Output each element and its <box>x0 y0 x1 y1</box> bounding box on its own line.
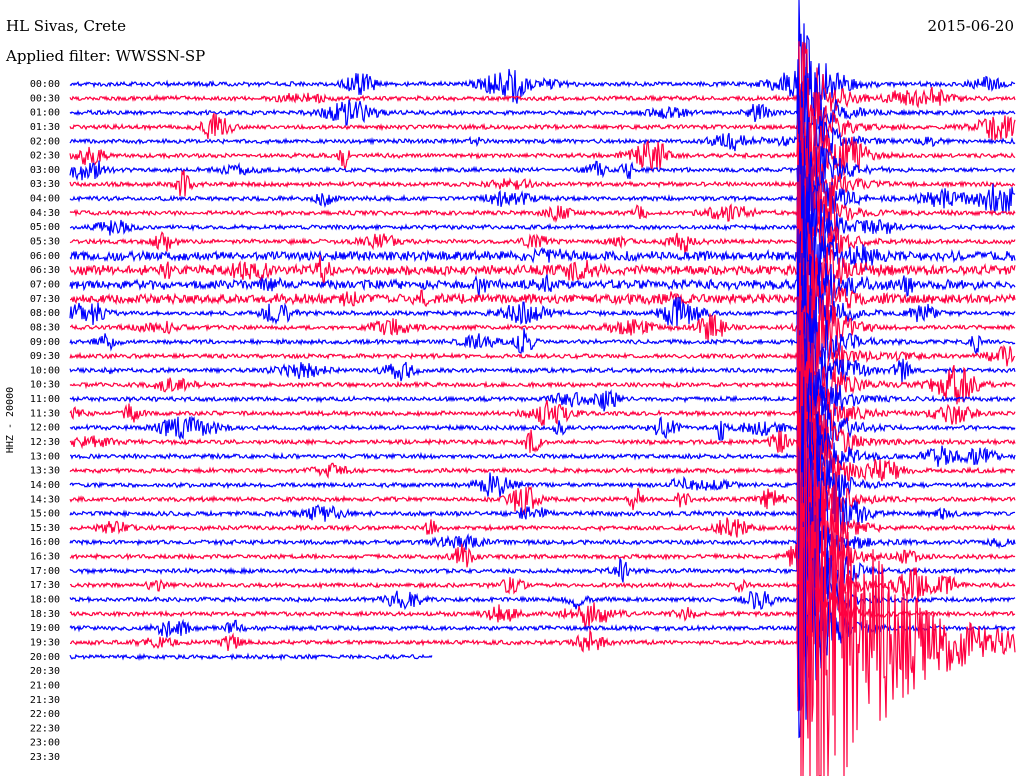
row-label: 01:00 <box>30 108 60 119</box>
trace <box>69 75 1016 216</box>
trace <box>69 530 1016 711</box>
row-label: 18:00 <box>30 595 60 606</box>
trace <box>69 296 1016 529</box>
trace <box>69 262 1016 449</box>
trace <box>69 239 1016 370</box>
trace <box>70 371 1016 541</box>
row-label: 00:30 <box>30 93 60 104</box>
trace <box>69 354 1016 445</box>
trace <box>69 445 1016 679</box>
row-label: 21:00 <box>30 680 60 691</box>
row-label: 03:30 <box>30 179 60 190</box>
row-label: 10:30 <box>30 380 60 391</box>
date: 2015-06-20 <box>928 17 1014 35</box>
trace <box>69 311 1016 494</box>
trace <box>69 372 1016 504</box>
trace <box>69 218 1016 392</box>
row-label: 06:30 <box>30 265 60 276</box>
trace <box>69 359 1016 568</box>
row-label: 09:30 <box>30 351 60 362</box>
row-label: 04:30 <box>30 208 60 219</box>
trace <box>69 540 1016 739</box>
trace <box>69 405 1016 582</box>
trace <box>69 77 1016 168</box>
trace <box>69 436 1016 610</box>
row-label: 11:30 <box>30 408 60 419</box>
row-label: 02:30 <box>30 151 60 162</box>
row-label: 20:30 <box>30 666 60 677</box>
axis-label: HHZ - 20000 <box>5 387 16 453</box>
row-label: 00:00 <box>30 79 60 90</box>
row-label: 15:00 <box>30 509 60 520</box>
trace <box>69 165 1016 323</box>
row-label: 13:30 <box>30 466 60 477</box>
row-label: 11:00 <box>30 394 60 405</box>
row-label: 22:30 <box>30 723 60 734</box>
row-label: 10:00 <box>30 365 60 376</box>
trace <box>69 41 1016 161</box>
row-label: 21:30 <box>30 695 60 706</box>
trace <box>69 133 1016 329</box>
row-label: 16:30 <box>30 552 60 563</box>
trace <box>69 505 1016 698</box>
trace <box>69 108 1016 200</box>
row-label: 23:30 <box>30 752 60 763</box>
row-label: 17:00 <box>30 566 60 577</box>
row-label: 14:00 <box>30 480 60 491</box>
row-label: 13:00 <box>30 451 60 462</box>
trace <box>69 228 1016 411</box>
trace <box>69 140 1016 281</box>
trace <box>69 652 433 662</box>
row-label: 07:00 <box>30 279 60 290</box>
row-label: 20:00 <box>30 652 60 663</box>
trace <box>69 434 1016 610</box>
filter: Applied filter: WWSSN-SP <box>5 47 205 65</box>
row-label: 08:00 <box>30 308 60 319</box>
trace <box>69 181 1016 362</box>
row-label: 18:30 <box>30 609 60 620</box>
row-label: 08:30 <box>30 322 60 333</box>
trace <box>69 137 1016 280</box>
trace <box>69 335 1016 553</box>
trace <box>70 370 1016 776</box>
row-label: 05:00 <box>30 222 60 233</box>
trace <box>69 107 1016 257</box>
row-label: 04:00 <box>30 194 60 205</box>
row-label: 07:30 <box>30 294 60 305</box>
row-label: 03:00 <box>30 165 60 176</box>
row-label: 02:00 <box>30 136 60 147</box>
traces <box>69 0 1016 776</box>
row-label: 23:00 <box>30 738 60 749</box>
row-label: 06:00 <box>30 251 60 262</box>
trace <box>69 414 1016 660</box>
row-label: 14:30 <box>30 494 60 505</box>
trace <box>70 261 1016 445</box>
trace <box>69 503 1016 712</box>
trace <box>69 59 1016 142</box>
trace <box>69 312 1016 455</box>
row-label: 05:30 <box>30 237 60 248</box>
row-label: 16:00 <box>30 537 60 548</box>
row-label: 22:00 <box>30 709 60 720</box>
row-label: 19:30 <box>30 637 60 648</box>
trace <box>69 0 1016 141</box>
row-label: 17:30 <box>30 580 60 591</box>
row-label: 12:00 <box>30 423 60 434</box>
row-label: 01:30 <box>30 122 60 133</box>
trace <box>69 151 1016 259</box>
row-label: 15:30 <box>30 523 60 534</box>
row-label: 19:00 <box>30 623 60 634</box>
station: HL Sivas, Crete <box>6 17 126 35</box>
trace <box>69 91 1016 258</box>
trace <box>69 418 1016 590</box>
trace <box>70 218 1016 364</box>
row-label: 12:30 <box>30 437 60 448</box>
row-label: 09:00 <box>30 337 60 348</box>
